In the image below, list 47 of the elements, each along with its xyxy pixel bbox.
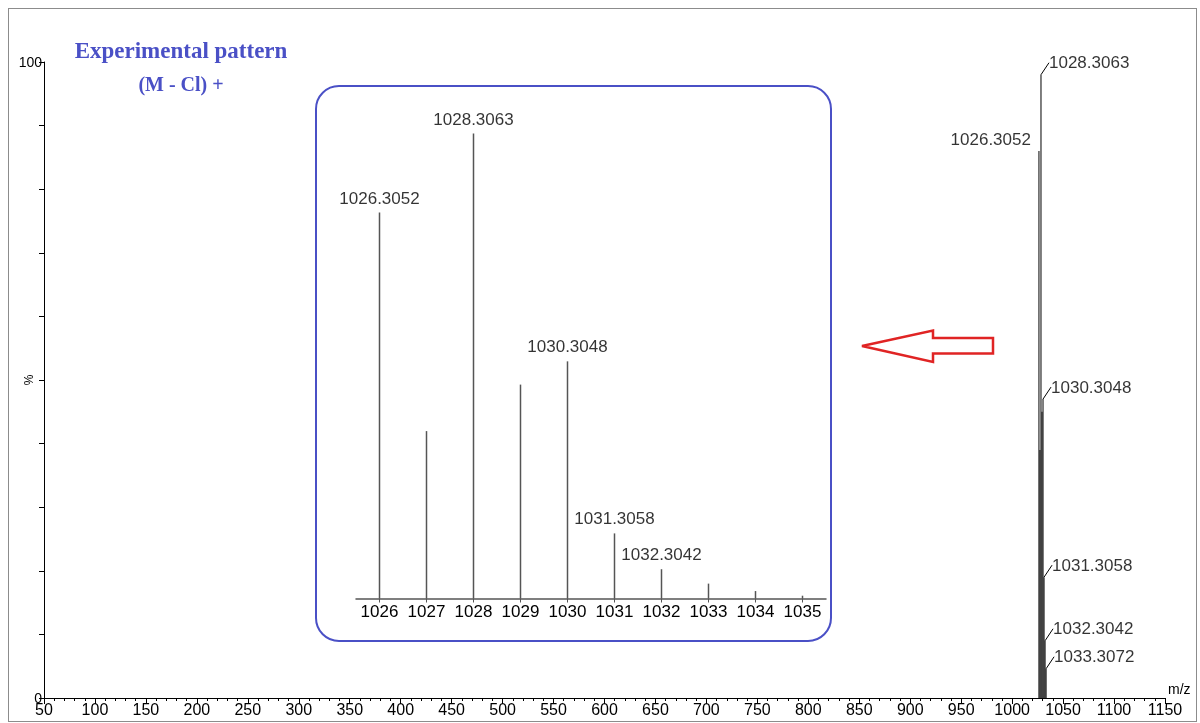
x-tick-label: 900 [896, 700, 924, 718]
annotation: 1028.3063 [1048, 53, 1130, 73]
annotation: 1026.3052 [338, 188, 420, 208]
x-tick-label: 1100 [1096, 700, 1132, 718]
x-tick-label: 1029 [501, 601, 539, 620]
x-tick-label: 800 [794, 700, 822, 718]
x-tick-label: 750 [744, 700, 771, 718]
y-axis-title: % [22, 374, 36, 386]
chart-title: Experimental pattern [74, 38, 288, 63]
x-tick-label: 250 [234, 700, 262, 718]
x-tick-label: 100 [81, 700, 109, 718]
annotation: 1032.3042 [620, 544, 702, 564]
annotation: 1028.3063 [432, 109, 514, 128]
x-tick-label: 400 [387, 700, 415, 718]
annotation: 1031.3058 [1052, 555, 1133, 575]
x-tick-label: 200 [183, 700, 211, 718]
x-tick-label: 550 [540, 700, 567, 718]
annotation: 1030.3048 [1051, 377, 1132, 397]
text: (M - Cl) + [138, 73, 224, 96]
x-tick-label: 1026 [360, 601, 398, 620]
x-tick-label: 1030 [548, 601, 586, 620]
x-tick-label: 450 [438, 700, 466, 718]
annotation: 1030.3048 [526, 336, 608, 356]
x-tick-label: 1050 [1045, 700, 1081, 718]
x-tick-label: 350 [336, 700, 364, 718]
x-tick-label: 1000 [994, 700, 1031, 718]
x-tick-label: 650 [642, 700, 669, 718]
x-tick-label: 950 [947, 700, 975, 718]
x-tick-label: 1034 [736, 601, 774, 620]
x-tick-label: 850 [845, 700, 873, 718]
x-tick-label: 1032 [642, 601, 680, 620]
x-tick-label: 1035 [783, 601, 821, 620]
annotation: 1031.3058 [573, 508, 655, 528]
x-tick-label: 150 [132, 700, 160, 718]
x-tick-label: 700 [693, 700, 720, 718]
x-tick-label: 1150 [1147, 700, 1183, 718]
x-tick-label: 1028 [454, 601, 492, 620]
x-tick-label: 500 [489, 700, 517, 718]
annotation: 1033.3072 [1054, 647, 1135, 667]
x-axis-title: m/z [1168, 681, 1191, 697]
x-tick-label: 1033 [689, 601, 727, 620]
annotation: 1032.3042 [1053, 619, 1134, 639]
annotation: 1026.3052 [950, 129, 1031, 149]
x-tick-label: 300 [285, 700, 313, 718]
x-tick-label: 1031 [595, 601, 633, 620]
x-tick-label: 600 [591, 700, 618, 718]
x-tick-label: 1027 [407, 601, 445, 620]
